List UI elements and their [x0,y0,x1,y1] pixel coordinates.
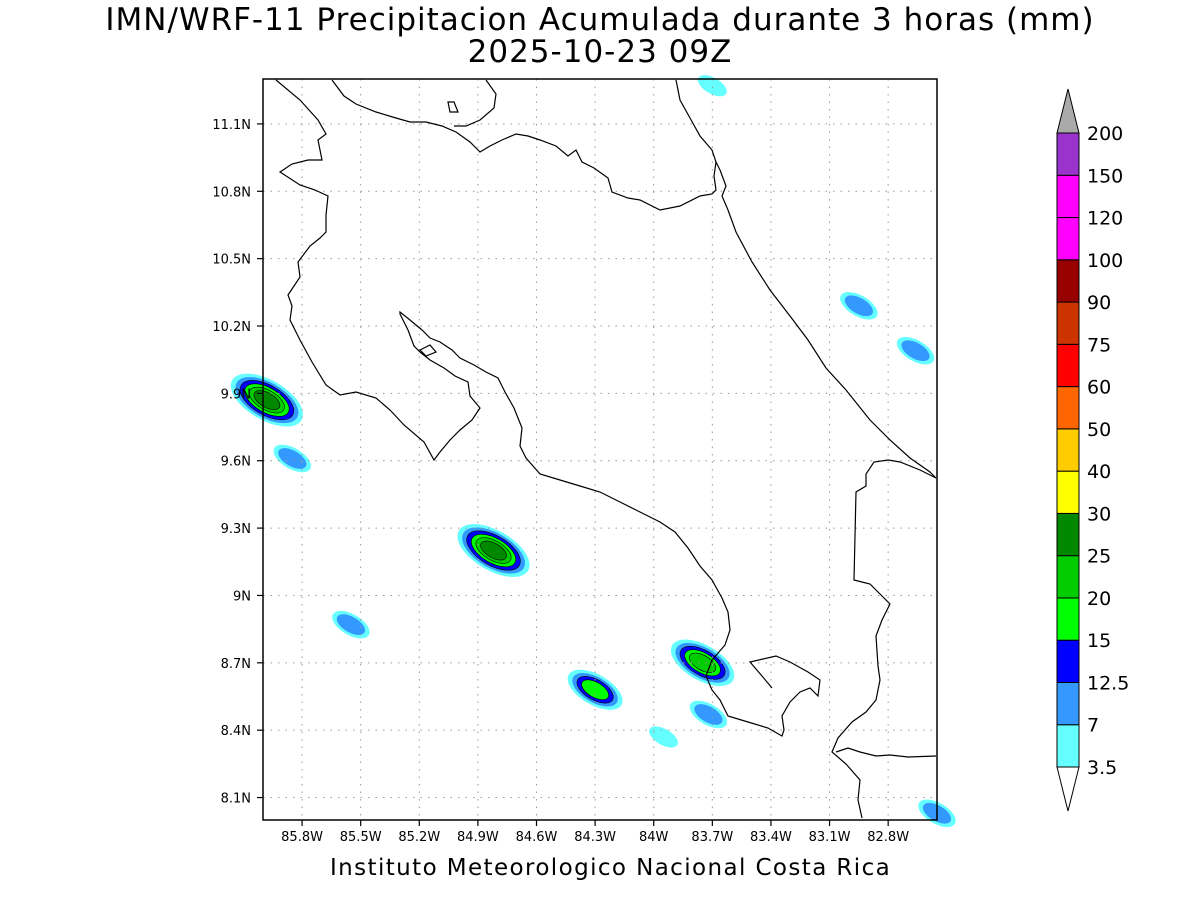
colorbar-label: 50 [1087,419,1111,441]
y-tick-label: 9.9N [221,387,251,402]
northern-border [331,79,937,479]
precip-cell-1 [273,444,312,473]
y-tick-label: 8.7N [221,657,251,672]
colorbar-label: 3.5 [1087,757,1117,779]
colorbar-box-90 [1056,259,1080,303]
precip-contour-7 [336,614,366,636]
colorbar-label: 15 [1087,630,1111,652]
precip-contour-25 [480,540,507,561]
x-tick-label: 84.6W [516,830,558,845]
colorbar-box-12.5 [1056,639,1080,683]
colorbar-box-40 [1056,428,1080,472]
colorbar-box-100 [1056,217,1080,261]
precip-cell-9 [697,75,727,97]
precip-cell-7 [840,292,878,320]
colorbar-box-60 [1056,343,1080,388]
lake-small-island [447,101,459,113]
precip-contour-15 [581,679,609,701]
colorbar-box-120 [1056,174,1080,219]
chart-title: IMN/WRF-11 Precipitacion Acumulada duran… [105,2,1095,38]
san-juan-river [675,79,717,163]
colorbar-label: 90 [1087,292,1111,314]
colorbar-under-arrow [1056,766,1080,812]
colorbar-box-3.5 [1056,724,1080,768]
y-tick-label: 8.1N [221,792,251,807]
x-tick-label: 85.2W [398,830,440,845]
precip-contour-7 [901,340,930,362]
colorbar-label: 75 [1087,334,1111,356]
y-tick-label: 9.3N [221,522,251,537]
nicaragua-coast-top [454,79,497,127]
grid-lines [263,79,937,820]
colorbar-box-20 [1056,555,1080,599]
x-axis: 85.8W 85.5W 85.2W 84.9W 84.6W 84.3W 84W 83.7W 83… [281,820,909,845]
precip-cell-8 [896,336,935,365]
lake-nicaragua-shore [275,79,821,737]
precip-cell-5 [670,639,735,687]
y-tick-label: 11.1N [212,118,251,133]
precip-contour-7 [694,704,723,725]
colorbar-label: 60 [1087,377,1111,399]
x-tick-label: 84W [639,830,669,845]
precip-contour-7 [844,295,873,317]
colorbar-box-75 [1056,301,1080,345]
precip-cell-2 [457,524,530,578]
y-tick-label: 10.8N [212,185,251,200]
precip-cell-3 [332,610,370,639]
colorbar-label: 25 [1087,546,1111,568]
colorbar-label: 200 [1087,123,1123,145]
x-tick-label: 83.1W [809,830,851,845]
colorbar-label: 12.5 [1087,672,1129,694]
y-tick-label: 9.6N [221,455,251,470]
colorbar-label: 120 [1087,208,1123,230]
colorbar-label: 100 [1087,250,1123,272]
colorbar-label: 30 [1087,503,1111,525]
x-tick-label: 83.4W [750,830,792,845]
precip-contour-7 [278,448,307,469]
y-tick-label: 10.5N [212,253,251,268]
y-tick-label: 10.2N [212,320,251,335]
y-tick-label: 9N [233,589,251,604]
x-tick-label: 85.5W [340,830,382,845]
colorbar-box-30 [1056,470,1080,514]
precipitation-shading [230,75,956,828]
panama-border [831,459,937,819]
colorbar-label: 40 [1087,461,1111,483]
colorbar-legend: 3.5 7 12.5 15 20 25 30 40 50 60 75 90 100 120 150 200 [1056,88,1129,812]
panama-coast [835,747,937,758]
precip-cell-10 [649,726,678,748]
colorbar-label: 7 [1087,715,1099,737]
colorbar-box-25 [1056,512,1080,557]
colorbar-box-150 [1056,132,1080,176]
nicoya-inner-shore [418,344,438,357]
colorbar-label: 150 [1087,165,1123,187]
colorbar-over-arrow [1056,88,1080,134]
colorbar-label: 20 [1087,588,1111,610]
footer-credit: Instituto Meteorologico Nacional Costa R… [330,855,892,881]
colorbar-box-15 [1056,597,1080,641]
colorbar-box-7 [1056,681,1080,726]
y-tick-label: 8.4N [221,724,251,739]
x-tick-label: 84.3W [574,830,616,845]
x-tick-label: 84.9W [457,830,499,845]
x-tick-label: 85.8W [281,830,323,845]
x-tick-label: 82.8W [867,830,909,845]
coastline-borders [275,79,937,819]
precip-cell-6 [689,700,728,729]
map-frame [262,78,938,821]
x-tick-label: 83.7W [691,830,733,845]
precip-contour-3.5 [649,726,678,748]
colorbar-box-50 [1056,386,1080,430]
precip-cell-4 [567,669,623,710]
y-axis: 8.1N 8.4N 8.7N 9N 9.3N 9.6N 9.9N 10.2N 10.5N 10.8… [212,118,263,807]
chart-subtitle-date: 2025-10-23 09Z [467,34,733,70]
precip-contour-3.5 [697,75,727,97]
